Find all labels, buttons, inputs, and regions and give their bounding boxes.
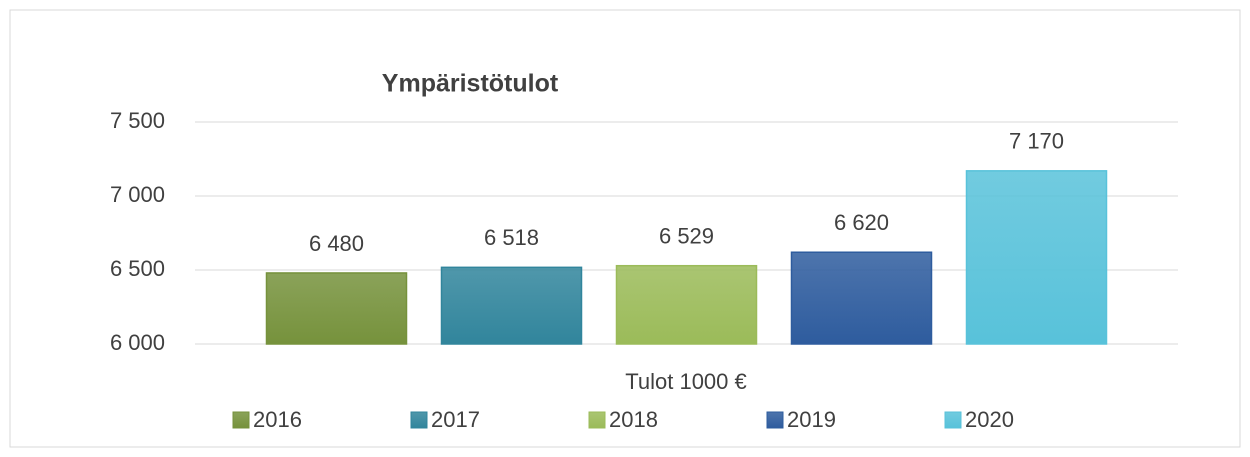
bar	[615, 264, 758, 345]
legend-label: 2016	[253, 407, 302, 432]
bar	[965, 170, 1108, 345]
y-tick-label: 6 000	[110, 330, 165, 355]
legend-swatch	[944, 411, 962, 429]
legend-label: 2020	[965, 407, 1014, 432]
chart-title: Ympäristötulot	[382, 70, 559, 98]
data-label: 7 170	[1009, 129, 1064, 154]
data-label: 6 480	[309, 231, 364, 256]
legend-swatch	[232, 411, 250, 429]
bar	[265, 272, 408, 345]
y-tick-label: 7 500	[110, 108, 165, 133]
bar	[790, 251, 933, 345]
y-tick-label: 6 500	[110, 256, 165, 281]
legend-swatch	[588, 411, 606, 429]
y-tick-label: 7 000	[110, 182, 165, 207]
data-label: 6 518	[484, 225, 539, 250]
bar	[440, 266, 583, 345]
data-label: 6 620	[834, 210, 889, 235]
x-category-label: Tulot 1000 €	[625, 369, 747, 394]
legend-swatch	[410, 411, 428, 429]
legend-swatch	[766, 411, 784, 429]
legend-label: 2017	[431, 407, 480, 432]
data-label: 6 529	[659, 224, 714, 249]
legend-label: 2018	[609, 407, 658, 432]
legend-label: 2019	[787, 407, 836, 432]
